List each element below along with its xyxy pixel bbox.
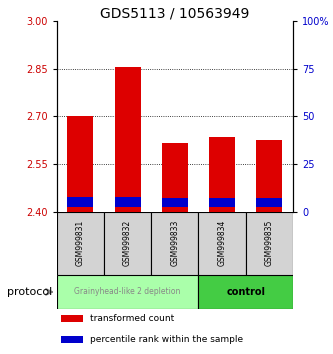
Text: protocol: protocol (7, 287, 52, 297)
Bar (104, 212, 151, 275)
Bar (57, 275, 198, 309)
Bar (115, 67, 141, 212)
Bar (209, 198, 235, 207)
Text: GSM999833: GSM999833 (170, 220, 179, 267)
Bar (67, 197, 93, 207)
Bar (256, 140, 282, 212)
Bar (256, 198, 282, 207)
Bar (198, 275, 293, 309)
Bar (57, 212, 104, 275)
Bar (198, 212, 246, 275)
Text: GSM999832: GSM999832 (123, 220, 132, 267)
Text: GSM999834: GSM999834 (217, 220, 227, 267)
Text: control: control (226, 287, 265, 297)
Bar (61, 315, 83, 322)
Text: GSM999835: GSM999835 (265, 220, 274, 267)
Text: transformed count: transformed count (90, 314, 174, 323)
Text: GSM999831: GSM999831 (76, 220, 85, 267)
Title: GDS5113 / 10563949: GDS5113 / 10563949 (100, 6, 249, 20)
Bar (162, 198, 188, 207)
Bar (246, 212, 293, 275)
Bar (151, 212, 198, 275)
Bar (67, 116, 93, 212)
Bar (209, 137, 235, 212)
Text: Grainyhead-like 2 depletion: Grainyhead-like 2 depletion (74, 287, 181, 296)
Bar (115, 197, 141, 207)
Text: percentile rank within the sample: percentile rank within the sample (90, 335, 243, 344)
Bar (162, 143, 188, 212)
Bar (61, 336, 83, 343)
